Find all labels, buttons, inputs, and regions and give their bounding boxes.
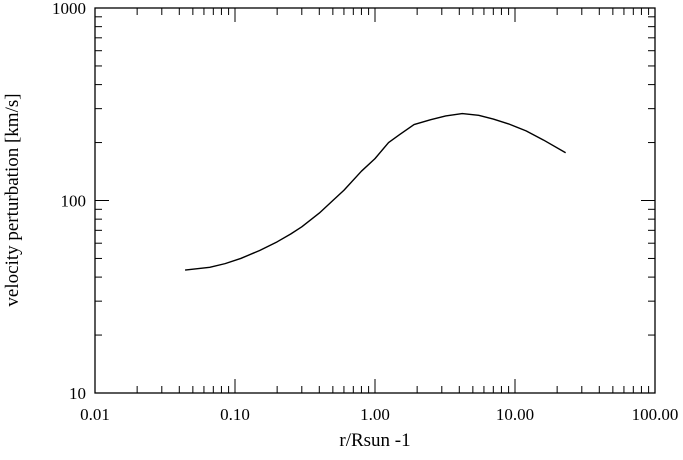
y-tick-label: 100 [61, 192, 87, 211]
x-tick-label: 1.00 [360, 405, 390, 424]
x-tick-label: 100.00 [632, 405, 679, 424]
x-tick-label: 0.10 [220, 405, 250, 424]
axis-ticks [94, 7, 656, 394]
x-axis-label: r/Rsun -1 [339, 430, 410, 451]
y-axis-label: velocity perturbation [km/s] [2, 93, 23, 306]
series-line [185, 112, 566, 271]
y-tick-label: 1000 [52, 0, 86, 18]
x-tick-label: 10.00 [496, 405, 534, 424]
plot-frame [94, 7, 656, 394]
x-tick-label: 0.01 [80, 405, 110, 424]
tick-labels: 0.01 0.10 1.00 10.00 100.00 10 100 1000 [52, 0, 678, 424]
series-layer [185, 112, 566, 271]
y-tick-label: 10 [69, 384, 86, 403]
